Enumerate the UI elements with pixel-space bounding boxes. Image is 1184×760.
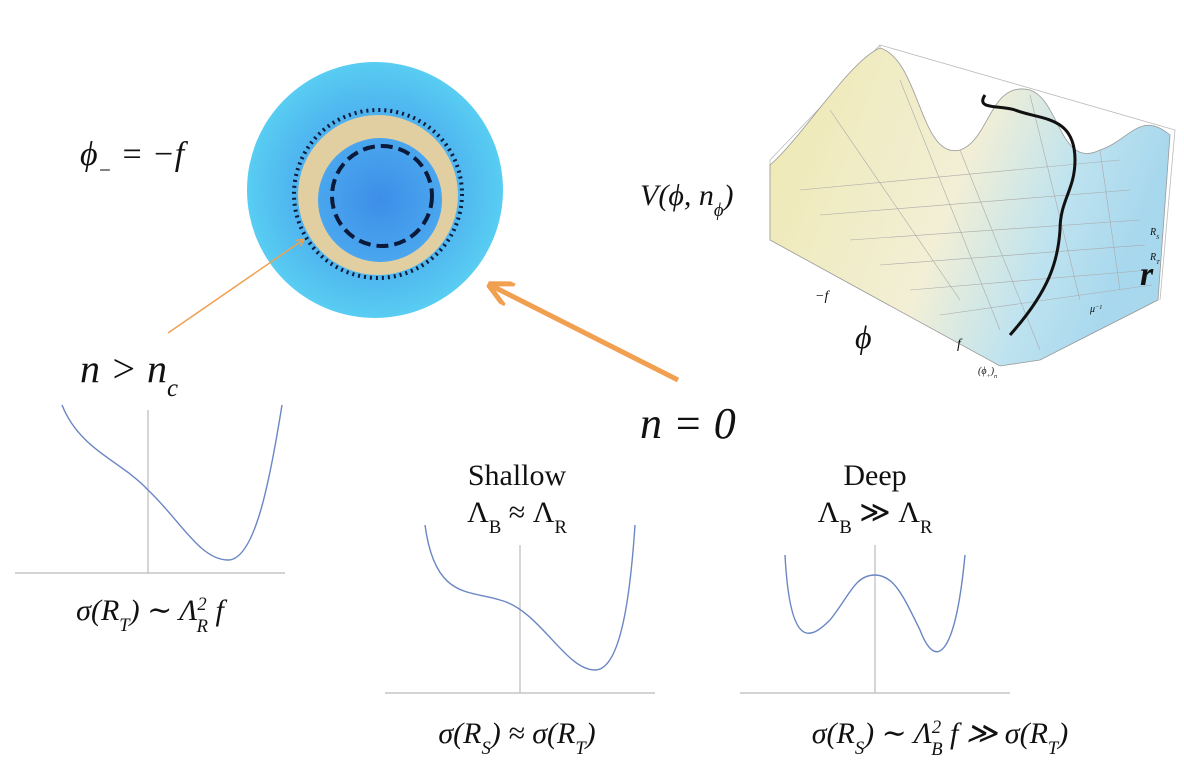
potential-plot <box>740 545 1010 693</box>
panel-subtitle: ΛB ≈ ΛR <box>467 496 567 538</box>
panel-subtitle: ΛB ≫ ΛR <box>818 496 933 538</box>
label: n > nc <box>80 346 178 402</box>
potential-plot <box>385 525 655 693</box>
label: (ϕ+)n <box>978 366 997 380</box>
slide: ϕ− = −f n > nc n = 0 V(ϕ, nϕ) r ϕ −f f (… <box>0 0 1184 760</box>
caption: σ(RS) ≈ σ(RT) <box>438 717 595 759</box>
label: V(ϕ, nϕ) <box>640 179 733 221</box>
arrow <box>168 240 303 333</box>
surface-plot <box>770 45 1175 366</box>
label: n = 0 <box>640 399 736 448</box>
label: ϕ <box>855 319 872 355</box>
panel-title: Shallow <box>468 459 567 492</box>
arrow <box>492 286 678 380</box>
label: −f <box>815 289 830 304</box>
potential-plot <box>15 405 285 573</box>
panel-title: Deep <box>843 459 906 492</box>
bubble <box>247 62 503 318</box>
label: ϕ− = −f <box>80 136 189 182</box>
